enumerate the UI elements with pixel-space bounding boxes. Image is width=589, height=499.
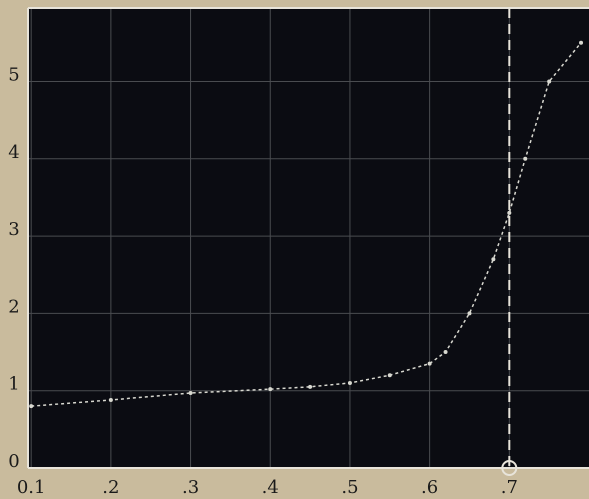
data-point — [467, 311, 471, 315]
data-point — [348, 381, 352, 385]
x-tick-label: .3 — [182, 477, 199, 498]
y-tick-label: 3 — [8, 219, 19, 240]
x-tick-label: 0.1 — [17, 477, 46, 498]
data-point — [189, 391, 193, 395]
x-tick-label: .2 — [102, 477, 119, 498]
y-tick-label: 4 — [8, 142, 19, 163]
x-tick-label: .6 — [421, 477, 438, 498]
y-tick-label: 1 — [8, 374, 19, 395]
data-point — [388, 373, 392, 377]
data-point — [308, 385, 312, 389]
data-point — [579, 41, 583, 45]
data-point — [444, 350, 448, 354]
page: 0123450.1.2.3.4.5.6.7 (() => { const dat… — [0, 0, 589, 499]
x-tick-label: .5 — [341, 477, 358, 498]
data-point — [547, 79, 551, 83]
data-point — [109, 398, 113, 402]
y-tick-label: 0 — [8, 451, 19, 472]
data-point — [491, 257, 495, 261]
data-point — [29, 404, 33, 408]
y-tick-label: 5 — [8, 64, 19, 85]
x-tick-label: .4 — [262, 477, 279, 498]
data-point — [507, 211, 511, 215]
chart: 0 1 2 3 4 5 0.1 .2 .3 .4 .5 .6 .7 — [0, 0, 589, 499]
data-point — [523, 157, 527, 161]
data-point — [268, 387, 272, 391]
x-tick-label: .7 — [501, 477, 518, 498]
data-point — [428, 362, 432, 366]
y-tick-label: 2 — [8, 296, 19, 317]
